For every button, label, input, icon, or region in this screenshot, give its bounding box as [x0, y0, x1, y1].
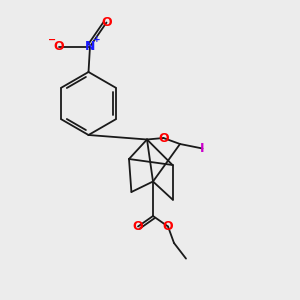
Text: O: O — [158, 131, 169, 145]
Text: O: O — [53, 40, 64, 53]
Text: N: N — [85, 40, 95, 53]
Text: I: I — [200, 142, 205, 155]
Text: O: O — [133, 220, 143, 233]
Text: +: + — [93, 35, 101, 44]
Text: −: − — [48, 35, 56, 45]
Text: O: O — [101, 16, 112, 29]
Text: O: O — [163, 220, 173, 233]
